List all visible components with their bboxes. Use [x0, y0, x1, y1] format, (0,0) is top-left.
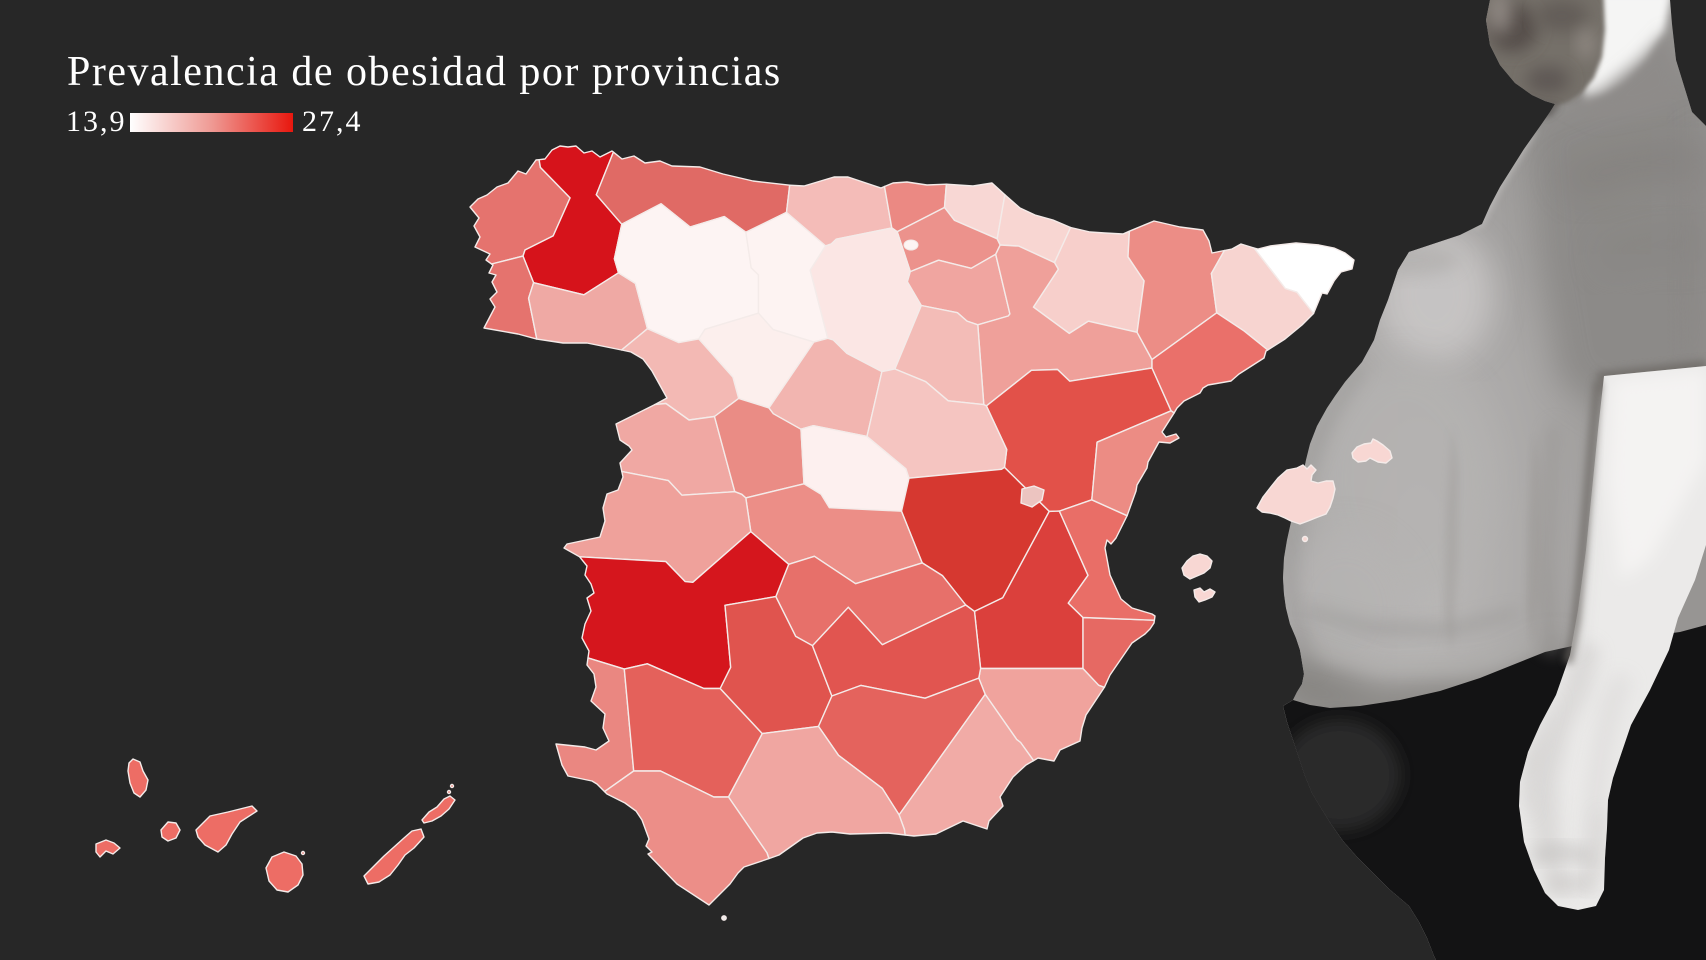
svg-text:Prevalencia de obesidad por pr: Prevalencia de obesidad por provincias [67, 49, 782, 95]
svg-text:13,9: 13,9 [66, 105, 127, 138]
svg-text:27,4: 27,4 [302, 105, 363, 138]
